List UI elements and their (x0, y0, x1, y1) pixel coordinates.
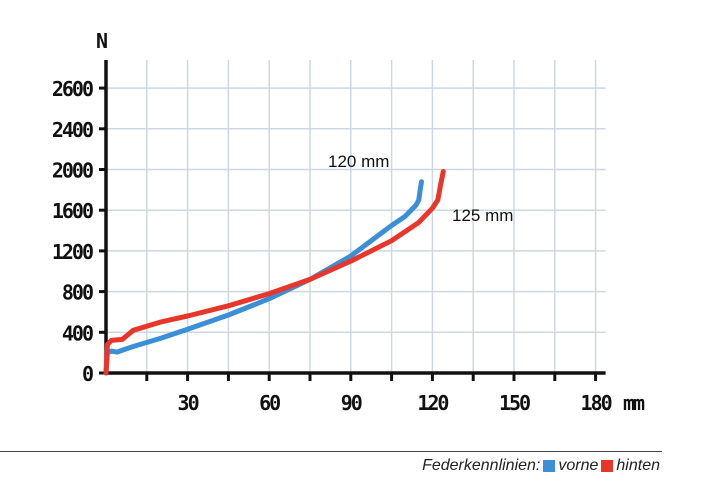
y-tick-label: 2400 (52, 118, 93, 142)
x-tick-label: 180 (581, 391, 612, 415)
x-tick-label: 30 (178, 391, 199, 415)
annotation-vorne: 120 mm (328, 152, 389, 171)
x-axis-label: mm (623, 391, 645, 415)
x-tick-label: 60 (259, 391, 280, 415)
series-line-hinten (103, 169, 446, 376)
legend-title: Federkennlinien: (422, 457, 541, 474)
annotation-hinten: 125 mm (452, 206, 513, 225)
legend-label-hinten: hinten (616, 457, 660, 474)
y-tick-label: 2000 (52, 159, 93, 183)
y-tick-label: 2600 (52, 77, 93, 101)
y-tick-label: 400 (62, 321, 93, 345)
x-tick-label: 90 (341, 391, 362, 415)
y-tick-label: 800 (62, 281, 93, 305)
y-tick-label: 1200 (52, 240, 93, 264)
legend-swatch-vorne (543, 460, 556, 472)
y-axis-label: N (96, 29, 107, 53)
divider (0, 451, 662, 452)
x-tick-label: 150 (499, 391, 530, 415)
y-tick-label: 1600 (52, 199, 93, 223)
y-tick-label: 0 (82, 362, 93, 386)
legend: Federkennlinien: vorne hinten (422, 457, 660, 475)
x-tick-label: 120 (417, 391, 448, 415)
legend-swatch-hinten (601, 460, 614, 472)
legend-label-vorne: vorne (558, 457, 599, 474)
